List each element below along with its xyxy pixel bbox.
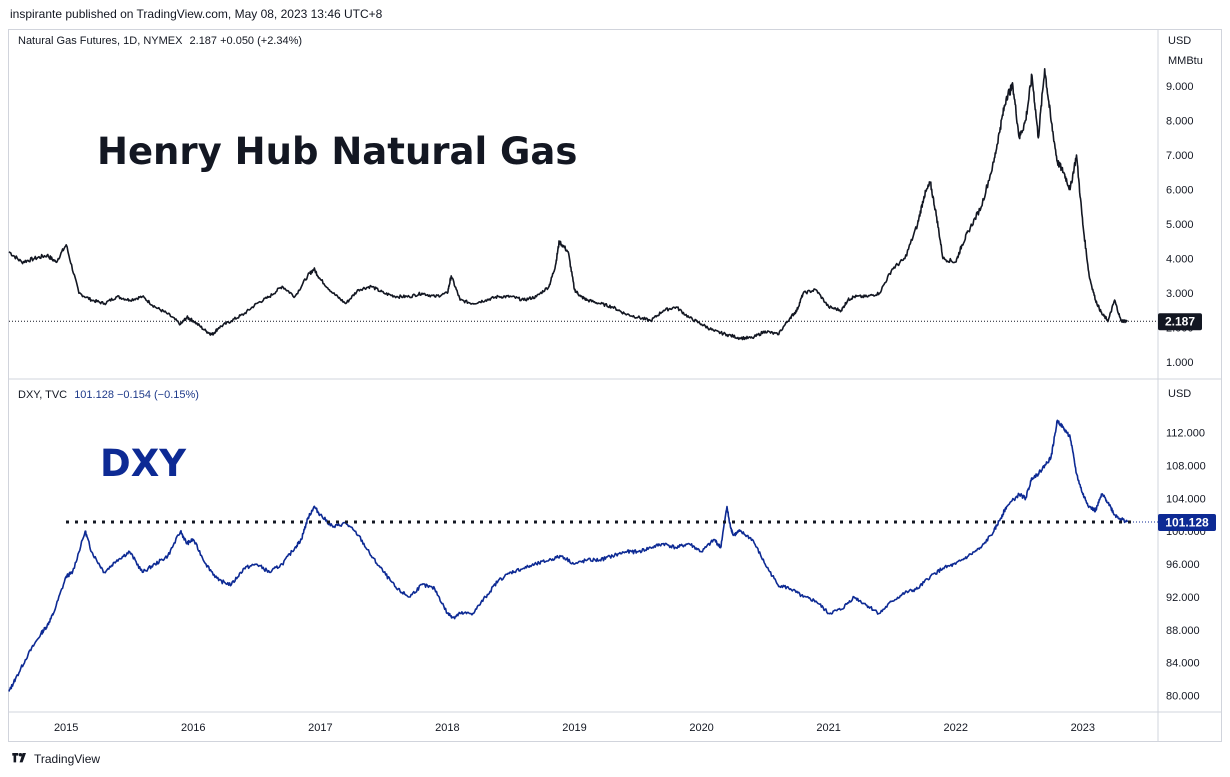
dxy-legend[interactable]: DXY, TVC 101.128 −0.154 (−0.15%)	[18, 389, 199, 401]
natgas-unit-measure: MMBtu	[1168, 55, 1203, 67]
dxy-legend-symbol: DXY, TVC	[18, 389, 68, 401]
dxy-y-tick-label: 84.000	[1166, 658, 1200, 670]
natgas-legend-values: 2.187 +0.050 (+2.34%)	[189, 35, 303, 47]
dxy-series-line[interactable]	[8, 419, 1129, 692]
natgas-y-tick-label: 4.000	[1166, 254, 1194, 266]
natgas-last-value-badge	[1158, 313, 1202, 331]
natgas-last-value-text: 2.187	[1165, 315, 1195, 329]
natgas-y-tick-label: 3.000	[1166, 288, 1194, 300]
x-tick-label: 2020	[689, 722, 713, 734]
natgas-unit-currency: USD	[1168, 35, 1192, 47]
dxy-y-tick-label: 92.000	[1166, 592, 1200, 604]
dxy-y-tick-label: 96.000	[1166, 559, 1200, 571]
x-tick-label: 2018	[435, 722, 459, 734]
dxy-last-value-badge	[1158, 513, 1216, 531]
x-tick-label: 2017	[308, 722, 332, 734]
chart-frame	[8, 29, 1222, 742]
natgas-y-tick-label: 6.000	[1166, 185, 1194, 197]
natgas-y-tick-label: 8.000	[1166, 116, 1194, 128]
dxy-y-tick-label: 80.000	[1166, 691, 1200, 703]
natgas-big-label: Henry Hub Natural Gas	[97, 130, 578, 173]
published-info: inspirante published on TradingView.com,…	[10, 7, 383, 21]
tradingview-logo-icon	[12, 753, 26, 763]
natgas-y-tick-label: 7.000	[1166, 150, 1194, 162]
natgas-series-line[interactable]	[8, 68, 1128, 341]
dxy-y-tick-label: 112.000	[1166, 428, 1205, 440]
dxy-y-tick-label: 88.000	[1166, 625, 1200, 637]
x-tick-label: 2023	[1071, 722, 1095, 734]
natgas-y-tick-label: 9.000	[1166, 81, 1194, 93]
x-tick-label: 2015	[54, 722, 78, 734]
natgas-legend-symbol: Natural Gas Futures, 1D, NYMEX	[18, 35, 183, 47]
dxy-big-label: DXY	[100, 442, 187, 485]
dxy-legend-values: 101.128 −0.154 (−0.15%)	[74, 389, 199, 401]
x-tick-label: 2016	[181, 722, 205, 734]
footer-brand[interactable]: TradingView	[10, 752, 100, 766]
natgas-y-tick-label: 5.000	[1166, 219, 1194, 231]
footer-brand-text: TradingView	[34, 752, 101, 766]
dxy-y-tick-label: 108.000	[1166, 461, 1206, 473]
dxy-unit-currency: USD	[1168, 388, 1192, 400]
natgas-y-tick-label: 1.000	[1166, 357, 1194, 369]
dxy-last-value-text: 101.128	[1165, 515, 1209, 529]
x-tick-label: 2022	[943, 722, 967, 734]
natgas-legend[interactable]: Natural Gas Futures, 1D, NYMEX 2.187 +0.…	[18, 35, 302, 47]
x-tick-label: 2019	[562, 722, 586, 734]
x-tick-label: 2021	[816, 722, 840, 734]
dxy-y-tick-label: 104.000	[1166, 493, 1206, 505]
